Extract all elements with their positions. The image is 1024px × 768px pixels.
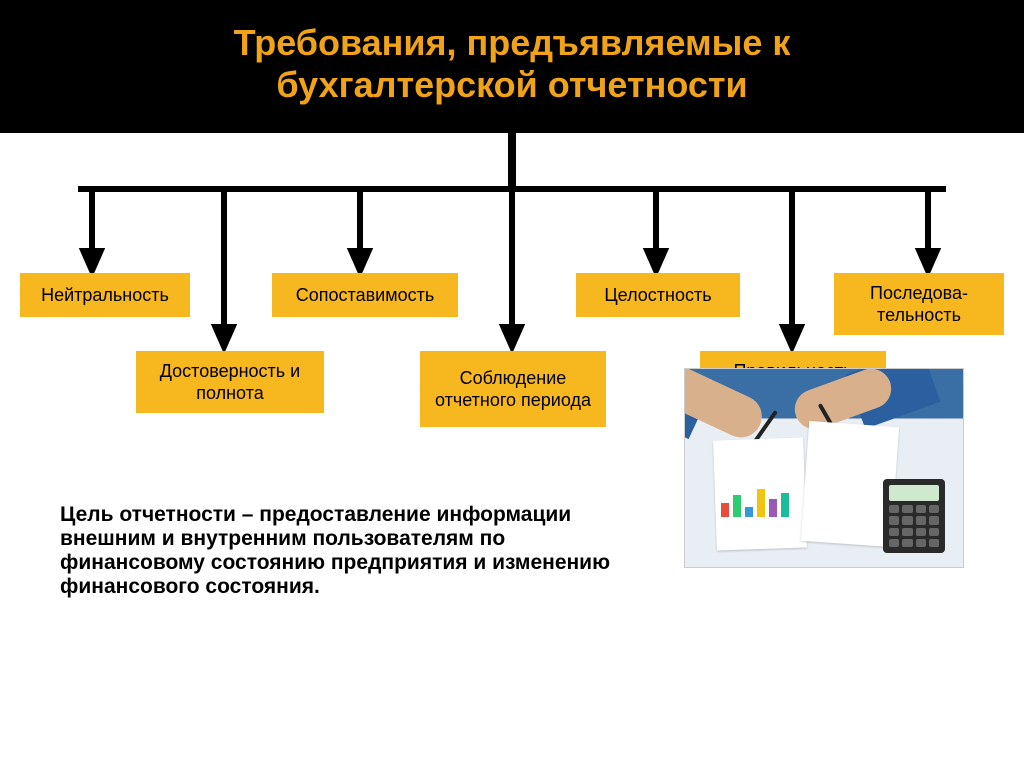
- accounting-photo: [684, 368, 964, 568]
- box-reliability: Достоверность и полнота: [136, 351, 324, 413]
- footer-area: Цель отчетности – предоставление информа…: [0, 473, 1024, 599]
- box-integrity: Целостность: [576, 273, 740, 317]
- goal-paragraph: Цель отчетности – предоставление информа…: [60, 503, 620, 599]
- box-neutral: Нейтральность: [20, 273, 190, 317]
- box-sequence: Последова­тельность: [834, 273, 1004, 335]
- title-line-1: Требования, предъявляемые к: [40, 22, 984, 64]
- calculator-icon: [883, 479, 945, 553]
- slide-title-banner: Требования, предъявляемые к бухгалтерско…: [0, 0, 1024, 133]
- box-comparability: Сопоставимость: [272, 273, 458, 317]
- photo-chart-bars: [721, 489, 789, 517]
- box-period: Соблюдение отчетного периода: [420, 351, 606, 427]
- title-line-2: бухгалтерской отчетности: [40, 64, 984, 106]
